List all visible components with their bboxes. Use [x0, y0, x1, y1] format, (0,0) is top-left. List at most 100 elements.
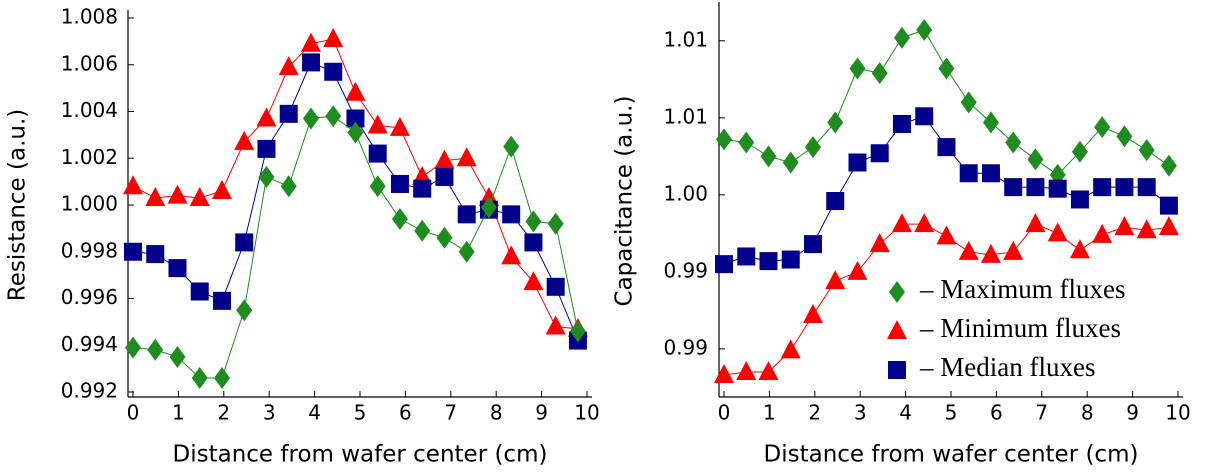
x-axis-title: Distance from wafer center (cm) — [173, 442, 548, 468]
marker — [211, 179, 232, 199]
x-tick-label: 10 — [1165, 401, 1190, 425]
marker — [169, 345, 186, 368]
marker — [257, 139, 276, 158]
marker — [125, 336, 141, 359]
marker — [1025, 213, 1046, 233]
marker — [1004, 178, 1023, 197]
x-tick-label: 3 — [263, 401, 276, 425]
x-tick-label: 9 — [535, 401, 548, 425]
marker — [1092, 223, 1113, 243]
marker — [456, 147, 477, 167]
marker — [803, 235, 822, 254]
marker — [981, 164, 1000, 183]
y-tick-label: 0.998 — [61, 238, 118, 262]
x-tick-label: 0 — [718, 401, 731, 425]
x-tick-label: 1 — [763, 401, 776, 425]
marker — [547, 212, 564, 235]
marker — [782, 151, 799, 174]
marker — [413, 179, 432, 198]
marker — [847, 260, 868, 280]
marker — [1137, 178, 1156, 197]
marker — [369, 175, 386, 198]
x-tick-label: 2 — [217, 401, 230, 425]
marker — [545, 315, 566, 335]
y-axis-title: Capacitance (a.u.) — [612, 96, 638, 307]
marker — [256, 107, 277, 127]
marker — [1115, 178, 1134, 197]
legend-marker — [887, 320, 907, 339]
marker — [258, 165, 275, 188]
y-tick-label: 0.99 — [663, 258, 708, 282]
y-tick-label: 0.992 — [61, 379, 118, 403]
marker — [189, 186, 210, 206]
marker — [434, 149, 455, 169]
marker — [891, 213, 912, 233]
marker — [1048, 179, 1067, 198]
marker — [1070, 190, 1089, 209]
marker — [1069, 239, 1090, 259]
marker — [525, 210, 542, 233]
marker — [1159, 196, 1178, 215]
y-tick-label: 1.002 — [61, 145, 118, 169]
x-tick-label: 1 — [172, 401, 185, 425]
marker — [458, 240, 475, 263]
marker — [324, 62, 343, 81]
marker — [213, 366, 230, 389]
x-tick-label: 9 — [1126, 401, 1139, 425]
marker — [278, 56, 299, 76]
marker — [1136, 219, 1157, 239]
marker — [523, 271, 544, 291]
x-tick-label: 3 — [854, 401, 867, 425]
marker — [736, 360, 757, 380]
y-axis-title: Resistance (a.u.) — [5, 109, 31, 302]
x-tick-label: 4 — [899, 401, 912, 425]
marker — [301, 53, 320, 72]
marker — [936, 225, 957, 245]
marker — [457, 205, 476, 224]
x-tick-label: 5 — [945, 401, 958, 425]
marker — [716, 128, 732, 151]
marker — [345, 81, 366, 101]
legend-label: – Minimum fluxes — [919, 313, 1121, 343]
x-tick-label: 6 — [399, 401, 412, 425]
marker — [147, 338, 164, 361]
marker — [124, 242, 142, 261]
marker — [804, 136, 821, 159]
marker — [871, 62, 888, 85]
y-tick-label: 1.00 — [663, 181, 708, 205]
x-tick-label: 7 — [444, 401, 457, 425]
marker — [827, 111, 844, 134]
marker — [959, 164, 978, 183]
marker — [300, 32, 321, 52]
marker — [938, 57, 955, 80]
marker — [191, 366, 208, 389]
marker — [367, 114, 388, 134]
y-tick-label: 0.996 — [61, 285, 118, 309]
marker — [503, 135, 520, 158]
x-tick-label: 5 — [354, 401, 367, 425]
marker — [502, 205, 521, 224]
marker — [869, 233, 890, 253]
x-tick-label: 4 — [308, 401, 321, 425]
marker — [236, 299, 253, 322]
marker — [436, 226, 453, 249]
marker — [235, 233, 254, 252]
marker — [937, 138, 956, 157]
marker — [1094, 116, 1111, 139]
x-tick-label: 10 — [574, 401, 599, 425]
marker — [146, 245, 165, 264]
marker — [760, 145, 777, 168]
marker — [1116, 125, 1133, 148]
marker — [802, 303, 823, 323]
marker — [1047, 222, 1068, 242]
marker — [916, 19, 933, 42]
marker — [826, 192, 845, 210]
y-tick-label: 1.000 — [61, 192, 118, 216]
legend-label: – Maximum fluxes — [919, 274, 1125, 304]
marker — [279, 104, 298, 123]
marker — [914, 213, 935, 233]
marker — [414, 219, 431, 242]
marker — [1071, 140, 1088, 163]
marker — [737, 247, 756, 266]
